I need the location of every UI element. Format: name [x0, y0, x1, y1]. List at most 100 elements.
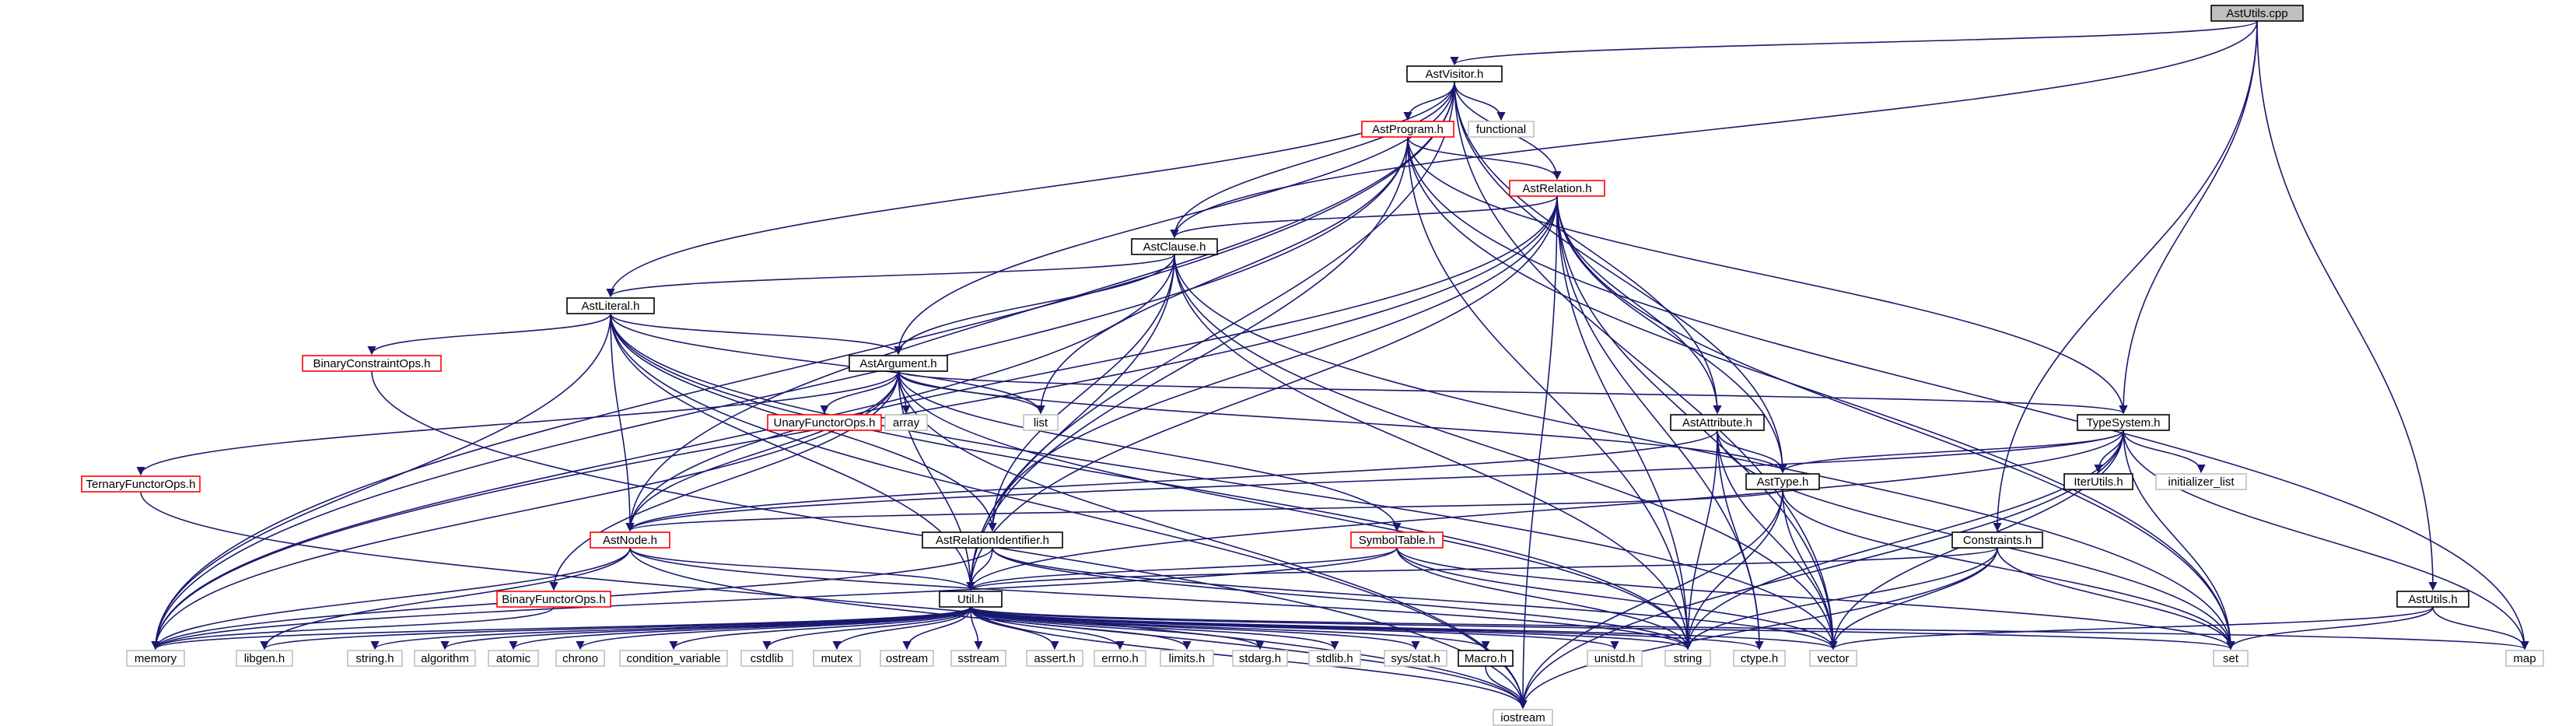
edge-util-h-to-sstream [970, 606, 983, 651]
edge-util-h-to-chrono [576, 606, 971, 651]
node-astliteral-h[interactable]: AstLiteral.h [566, 297, 655, 314]
edge-typesystem-h-to-map [2123, 430, 2529, 651]
node-box [1664, 650, 1711, 667]
node-constraints-h[interactable]: Constraints.h [1951, 531, 2043, 549]
node-box [1458, 650, 1514, 667]
node-astnode-h[interactable]: AstNode.h [590, 531, 670, 549]
edge-astliteral-h-to-astargument-h [610, 313, 903, 356]
edge-astprogram-h-to-set [1407, 136, 2235, 651]
node-util-h[interactable]: Util.h [939, 591, 1003, 608]
node-box [813, 650, 861, 667]
node-label: BinaryConstraintOps.h [313, 357, 431, 370]
node-typesystem-h[interactable]: TypeSystem.h [2077, 414, 2170, 431]
node-label: AstRelation.h [1522, 182, 1591, 195]
node-box [347, 650, 403, 667]
edge-astattribute-h-to-string [1683, 430, 1718, 651]
edge-astprogram-h-to-map [1407, 136, 2529, 651]
edge-astvisitor-h-to-util-h [966, 81, 1455, 591]
node-asttype-h[interactable]: AstType.h [1745, 473, 1820, 490]
node-macro-h[interactable]: Macro.h [1458, 650, 1514, 667]
edge-util-h-to-ostream [902, 606, 971, 651]
edge-util-h-to-cstdlib [762, 606, 971, 651]
node-label: iostream [1500, 711, 1545, 724]
node-astutils-cpp[interactable]: AstUtils.cpp [2210, 5, 2304, 22]
node-label: limits.h [1169, 652, 1206, 665]
edge-astclause-h-to-set [1174, 254, 2235, 651]
node-box [2505, 650, 2544, 667]
node-box [2213, 650, 2249, 667]
node-astprogram-h[interactable]: AstProgram.h [1361, 121, 1454, 138]
edge-astvisitor-h-to-astliteral-h [606, 81, 1455, 298]
node-label: stdlib.h [1316, 652, 1353, 665]
edge-astutils-cpp-to-astclause-h [1170, 20, 2258, 239]
node-astargument-h[interactable]: AstArgument.h [849, 355, 948, 372]
node-astutils-h[interactable]: AstUtils.h [2396, 591, 2469, 608]
edge-astclause-h-to-astrelationidentifier-h [988, 254, 1175, 532]
node-symboltable-h[interactable]: SymbolTable.h [1350, 531, 1444, 549]
node-astattribute-h[interactable]: AstAttribute.h [1670, 414, 1765, 431]
edge-asttype-h-to-string [1683, 489, 1783, 651]
edge-astliteral-h-to-astnode-h [610, 313, 635, 532]
node-set: set [2213, 650, 2249, 667]
edge-astrelation-h-to-set [1556, 195, 2235, 651]
node-box [555, 650, 605, 667]
node-binaryfunctorops-h[interactable]: BinaryFunctorOps.h [496, 591, 611, 608]
edge-util-h-to-assert-h [970, 606, 1059, 651]
node-astvisitor-h[interactable]: AstVisitor.h [1406, 65, 1503, 82]
edge-astclause-h-to-astargument-h [894, 254, 1175, 356]
node-box [740, 650, 793, 667]
node-label: cstdlib [751, 652, 784, 665]
node-box [2155, 473, 2247, 490]
node-box [1670, 414, 1765, 431]
node-label: map [2513, 652, 2536, 665]
node-ternaryfunctorops-h[interactable]: TernaryFunctorOps.h [81, 475, 201, 493]
node-ostream: ostream [880, 650, 934, 667]
node-libgen-h: libgen.h [236, 650, 293, 667]
node-box [619, 650, 728, 667]
edge-astattribute-h-to-astnode-h [625, 430, 1718, 532]
node-label: IterUtils.h [2074, 475, 2123, 489]
edge-astrelation-h-to-astrelationidentifier-h [988, 195, 1558, 532]
node-label: array [893, 416, 920, 430]
edge-util-h-to-set [970, 606, 2235, 651]
node-box [849, 355, 948, 372]
node-label: AstVisitor.h [1426, 68, 1484, 81]
node-limits-h: limits.h [1160, 650, 1214, 667]
node-string: string [1664, 650, 1711, 667]
edge-astutils-cpp-to-astvisitor-h [1450, 20, 2258, 66]
node-box [1384, 650, 1447, 667]
node-label: atomic [496, 652, 531, 665]
edge-astvisitor-h-to-astattribute-h [1454, 81, 1722, 415]
node-unistd-h: unistd.h [1587, 650, 1643, 667]
node-box [922, 531, 1063, 549]
edge-typesystem-h-to-initializer-list [2123, 430, 2206, 474]
edge-astnode-h-to-string [629, 547, 1692, 651]
node-astrelationidentifier-h[interactable]: AstRelationIdentifier.h [922, 531, 1063, 549]
edge-constraints-h-to-set [1997, 547, 2235, 651]
node-label: string.h [355, 652, 394, 665]
edge-astliteral-h-to-list [610, 313, 1045, 415]
edge-astvisitor-h-to-asttype-h [1454, 81, 1787, 474]
node-label: TypeSystem.h [2086, 416, 2160, 430]
node-array: array [884, 414, 928, 431]
node-label: mutex [821, 652, 853, 665]
node-box [2396, 591, 2469, 608]
node-assert-h: assert.h [1026, 650, 1083, 667]
edge-astargument-h-to-binaryfunctorops-h [549, 370, 899, 591]
node-errno-h: errno.h [1094, 650, 1146, 667]
node-astclause-h[interactable]: AstClause.h [1131, 238, 1218, 255]
edge-astnode-h-to-util-h [629, 547, 975, 591]
node-binaryconstraintops-h[interactable]: BinaryConstraintOps.h [302, 355, 442, 372]
node-iterutils-h[interactable]: IterUtils.h [2063, 473, 2133, 490]
node-label: UnaryFunctorOps.h [774, 416, 876, 430]
node-label: ostream [886, 652, 928, 665]
node-box [302, 355, 442, 372]
nodes-layer: AstUtils.cpp AstVisitor.h AstProgram.h func… [81, 5, 2544, 726]
node-astrelation-h[interactable]: AstRelation.h [1509, 180, 1605, 197]
node-mutex: mutex [813, 650, 861, 667]
node-unaryfunctorops-h[interactable]: UnaryFunctorOps.h [767, 414, 882, 431]
edge-astliteral-h-to-memory [151, 313, 611, 651]
node-label: functional [1476, 123, 1526, 136]
edge-ternaryfunctorops-h-to-iostream [140, 491, 1528, 710]
edge-util-h-to-mutex [832, 606, 971, 651]
